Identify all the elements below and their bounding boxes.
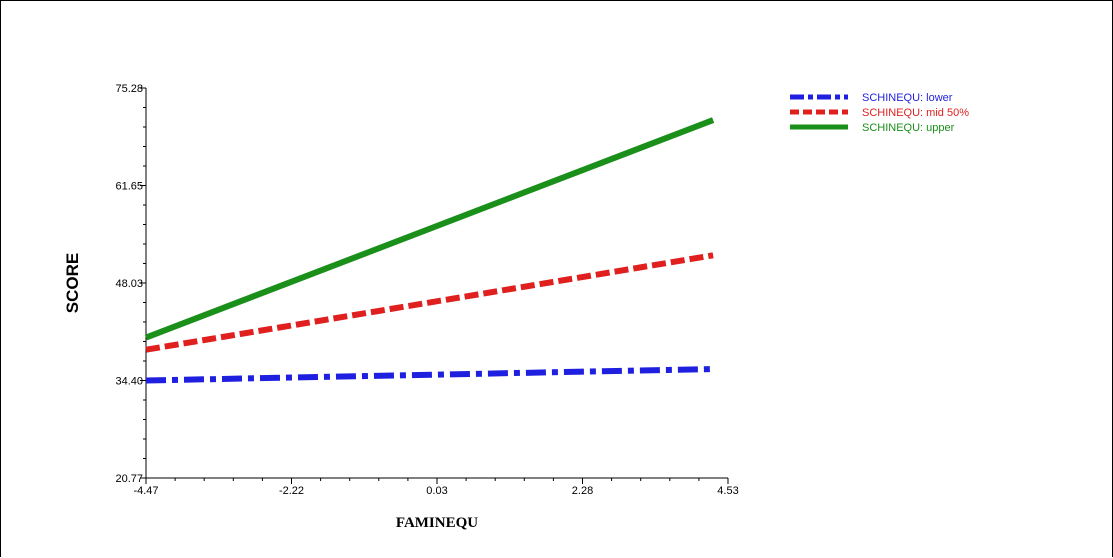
y-tick-label: 61.65 <box>115 181 143 193</box>
series-lines <box>144 117 715 384</box>
y-axis-label: SCORE <box>63 253 82 313</box>
x-tick-label: -4.47 <box>133 485 158 497</box>
x-tick-label: 0.03 <box>426 485 447 497</box>
legend-label-1: SCHINEQU: mid 50% <box>862 107 969 119</box>
x-tick-label: 4.53 <box>717 485 738 497</box>
legend: SCHINEQU: lower SCHINEQU: mid 50% SCHINEQU… <box>790 92 969 134</box>
legend-label-0: SCHINEQU: lower <box>862 92 953 104</box>
x-tick-label: 2.28 <box>572 485 593 497</box>
series-line-0 <box>145 366 714 384</box>
y-tick-label: 20.77 <box>115 473 143 485</box>
x-tick-label: -2.22 <box>279 485 304 497</box>
ticks: 20.77 34.40 48.03 61.65 75.28 -4.47 -2.22 0.03 2… <box>115 83 738 497</box>
y-tick-label: 48.03 <box>115 278 143 290</box>
x-axis-label: FAMINEQU <box>396 515 478 531</box>
series-line-1 <box>145 252 714 353</box>
series-line-2 <box>144 117 715 341</box>
y-tick-label: 34.40 <box>115 375 143 387</box>
y-tick-label: 75.28 <box>115 83 143 95</box>
legend-label-2: SCHINEQU: upper <box>862 122 955 134</box>
